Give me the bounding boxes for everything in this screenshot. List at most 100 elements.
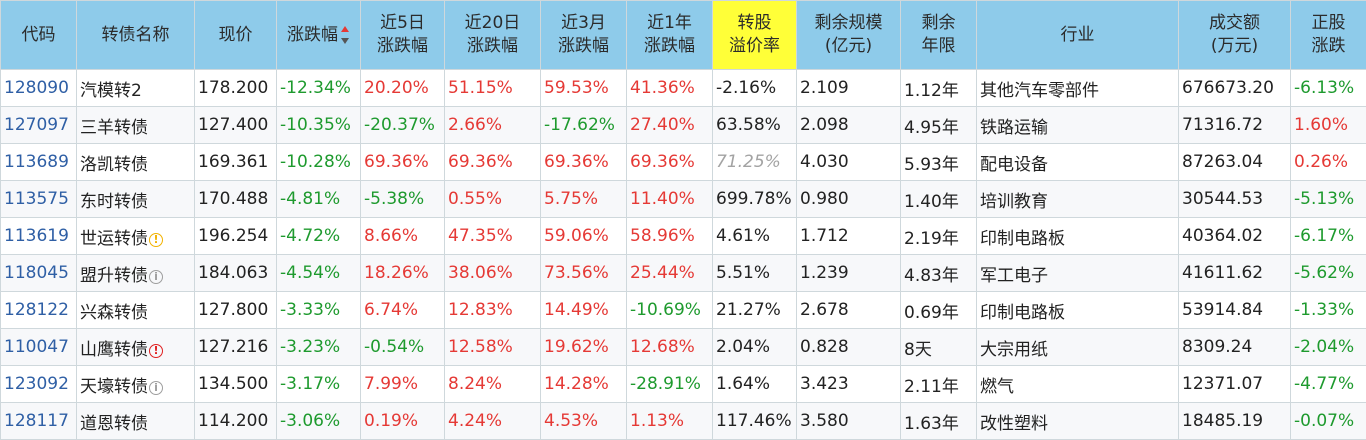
scale-cell: 3.423	[796, 365, 901, 403]
col-3m-header[interactable]: 近3月 涨跌幅	[540, 0, 627, 70]
scale-cell: 2.109	[796, 69, 901, 107]
col-code-header[interactable]: 代码	[0, 0, 77, 70]
change-1y-cell-value: 27.40%	[630, 115, 695, 135]
change-5d-cell-value: 6.74%	[364, 300, 419, 320]
change-3m-cell: 73.56%	[540, 254, 627, 292]
alert-icon[interactable]: !	[149, 343, 163, 358]
bond-code-link[interactable]: 127097	[0, 106, 77, 144]
price-cell: 134.500	[194, 365, 277, 403]
price-cell-value: 170.488	[198, 189, 269, 209]
bond-code-link-value: 128090	[4, 78, 69, 98]
volume-cell: 40364.02	[1178, 217, 1291, 255]
price-cell: 196.254	[194, 217, 277, 255]
scale-cell-value: 3.423	[800, 374, 849, 394]
price-cell-value: 134.500	[198, 374, 269, 394]
col-years-header[interactable]: 剩余 年限	[900, 0, 977, 70]
bond-name-link[interactable]: 东时转债	[76, 180, 195, 218]
warning-icon[interactable]: !	[149, 232, 163, 247]
table-row[interactable]: 127097 三羊转债 127.400 -10.35% -20.37% 2.66% -17.…	[0, 106, 1366, 144]
change-cell: -4.81%	[276, 180, 361, 218]
change-cell-value: -12.34%	[280, 78, 351, 98]
years-cell: 1.63年	[900, 402, 977, 440]
change-20d-cell-value: 51.15%	[448, 78, 513, 98]
bond-name-link[interactable]: 盟升转债 i	[76, 254, 195, 292]
years-cell-value: 4.95年	[904, 117, 959, 138]
bond-name-link[interactable]: 兴森转债	[76, 291, 195, 329]
table-row[interactable]: 128090 汽模转2 178.200 -12.34% 20.20% 51.15% 59.5…	[0, 69, 1366, 107]
change-cell: -10.28%	[276, 143, 361, 181]
price-cell: 184.063	[194, 254, 277, 292]
bond-name-link[interactable]: 洛凯转债	[76, 143, 195, 181]
col-scale-header[interactable]: 剩余规模 (亿元)	[796, 0, 901, 70]
table-row[interactable]: 123092 天壕转债 i 134.500 -3.17% 7.99% 8.24% 14.28%…	[0, 365, 1366, 403]
col-industry-header[interactable]: 行业	[976, 0, 1179, 70]
stock-change-cell-value: -0.07%	[1294, 411, 1355, 431]
col-5d-header[interactable]: 近5日 涨跌幅	[360, 0, 445, 70]
stock-change-cell-value: -6.13%	[1294, 78, 1355, 98]
table-row[interactable]: 128117 道恩转债 114.200 -3.06% 0.19% 4.24% 4.53% 1.…	[0, 402, 1366, 440]
bond-code-link-value: 127097	[4, 115, 69, 135]
premium-cell-value: 71.25%	[716, 152, 781, 172]
change-1y-cell-value: 58.96%	[630, 226, 695, 246]
info-icon[interactable]: i	[149, 269, 163, 284]
table-row[interactable]: 113689 洛凯转债 169.361 -10.28% 69.36% 69.36% 69.3…	[0, 143, 1366, 181]
table-body: 128090 汽模转2 178.200 -12.34% 20.20% 51.15% 59.5…	[0, 69, 1366, 440]
col-premium-header[interactable]: 转股 溢价率	[712, 0, 797, 70]
change-20d-cell-value: 12.83%	[448, 300, 513, 320]
table-row[interactable]: 113575 东时转债 170.488 -4.81% -5.38% 0.55% 5.75% 1…	[0, 180, 1366, 218]
col-name-header[interactable]: 转债名称	[76, 0, 195, 70]
bond-name-link[interactable]: 山鹰转债!	[76, 328, 195, 366]
volume-cell: 87263.04	[1178, 143, 1291, 181]
col-change-header[interactable]: 涨跌幅	[276, 0, 361, 70]
change-1y-cell-value: 69.36%	[630, 152, 695, 172]
stock-change-cell: -6.13%	[1290, 69, 1366, 107]
price-cell-value: 169.361	[198, 152, 269, 172]
scale-cell-value: 0.980	[800, 189, 849, 209]
col-1y-header[interactable]: 近1年 涨跌幅	[626, 0, 713, 70]
bond-name-link-value: 盟升转债	[80, 265, 148, 286]
bond-name-link-value: 汽模转2	[80, 80, 142, 101]
change-20d-cell-value: 12.58%	[448, 337, 513, 357]
col-20d-header[interactable]: 近20日 涨跌幅	[444, 0, 541, 70]
bond-name-link[interactable]: 天壕转债 i	[76, 365, 195, 403]
stock-change-cell-value: -6.17%	[1294, 226, 1355, 246]
bond-code-link[interactable]: 113689	[0, 143, 77, 181]
bond-code-link[interactable]: 128122	[0, 291, 77, 329]
change-1y-cell: 1.13%	[626, 402, 713, 440]
industry-cell-value: 大宗用纸	[980, 339, 1048, 360]
years-cell: 1.40年	[900, 180, 977, 218]
bond-name-link[interactable]: 道恩转债	[76, 402, 195, 440]
table-row[interactable]: 128122 兴森转债 127.800 -3.33% 6.74% 12.83% 14.49%…	[0, 291, 1366, 329]
premium-cell: 71.25%	[712, 143, 797, 181]
stock-change-cell: 0.26%	[1290, 143, 1366, 181]
bond-name-link[interactable]: 汽模转2	[76, 69, 195, 107]
change-20d-cell-value: 2.66%	[448, 115, 503, 135]
sort-desc-icon[interactable]	[340, 24, 350, 46]
bond-code-link[interactable]: 123092	[0, 365, 77, 403]
bond-name-link[interactable]: 三羊转债	[76, 106, 195, 144]
table-row[interactable]: 118045 盟升转债 i 184.063 -4.54% 18.26% 38.06% 73.5…	[0, 254, 1366, 292]
col-20d-label-2: 涨跌幅	[467, 36, 518, 56]
change-5d-cell-value: 7.99%	[364, 374, 419, 394]
stock-change-cell: 1.60%	[1290, 106, 1366, 144]
table-row[interactable]: 113619 世运转债! 196.254 -4.72% 8.66% 47.35% 59.06…	[0, 217, 1366, 255]
industry-cell: 其他汽车零部件	[976, 69, 1179, 107]
bond-code-link[interactable]: 118045	[0, 254, 77, 292]
bond-name-link[interactable]: 世运转债!	[76, 217, 195, 255]
col-price-header[interactable]: 现价	[194, 0, 277, 70]
table-row[interactable]: 110047 山鹰转债! 127.216 -3.23% -0.54% 12.58% 19.6…	[0, 328, 1366, 366]
bond-code-link[interactable]: 128090	[0, 69, 77, 107]
scale-cell-value: 0.828	[800, 337, 849, 357]
change-5d-cell: 6.74%	[360, 291, 445, 329]
bond-code-link[interactable]: 110047	[0, 328, 77, 366]
bond-code-link[interactable]: 113575	[0, 180, 77, 218]
change-cell: -12.34%	[276, 69, 361, 107]
bond-code-link[interactable]: 128117	[0, 402, 77, 440]
col-volume-header[interactable]: 成交额 (万元)	[1178, 0, 1291, 70]
bond-code-link[interactable]: 113619	[0, 217, 77, 255]
info-icon[interactable]: i	[149, 380, 163, 395]
industry-cell: 印制电路板	[976, 291, 1179, 329]
years-cell-value: 0.69年	[904, 302, 959, 323]
change-cell-value: -3.23%	[280, 337, 341, 357]
col-stock-header[interactable]: 正股 涨跌	[1290, 0, 1366, 70]
